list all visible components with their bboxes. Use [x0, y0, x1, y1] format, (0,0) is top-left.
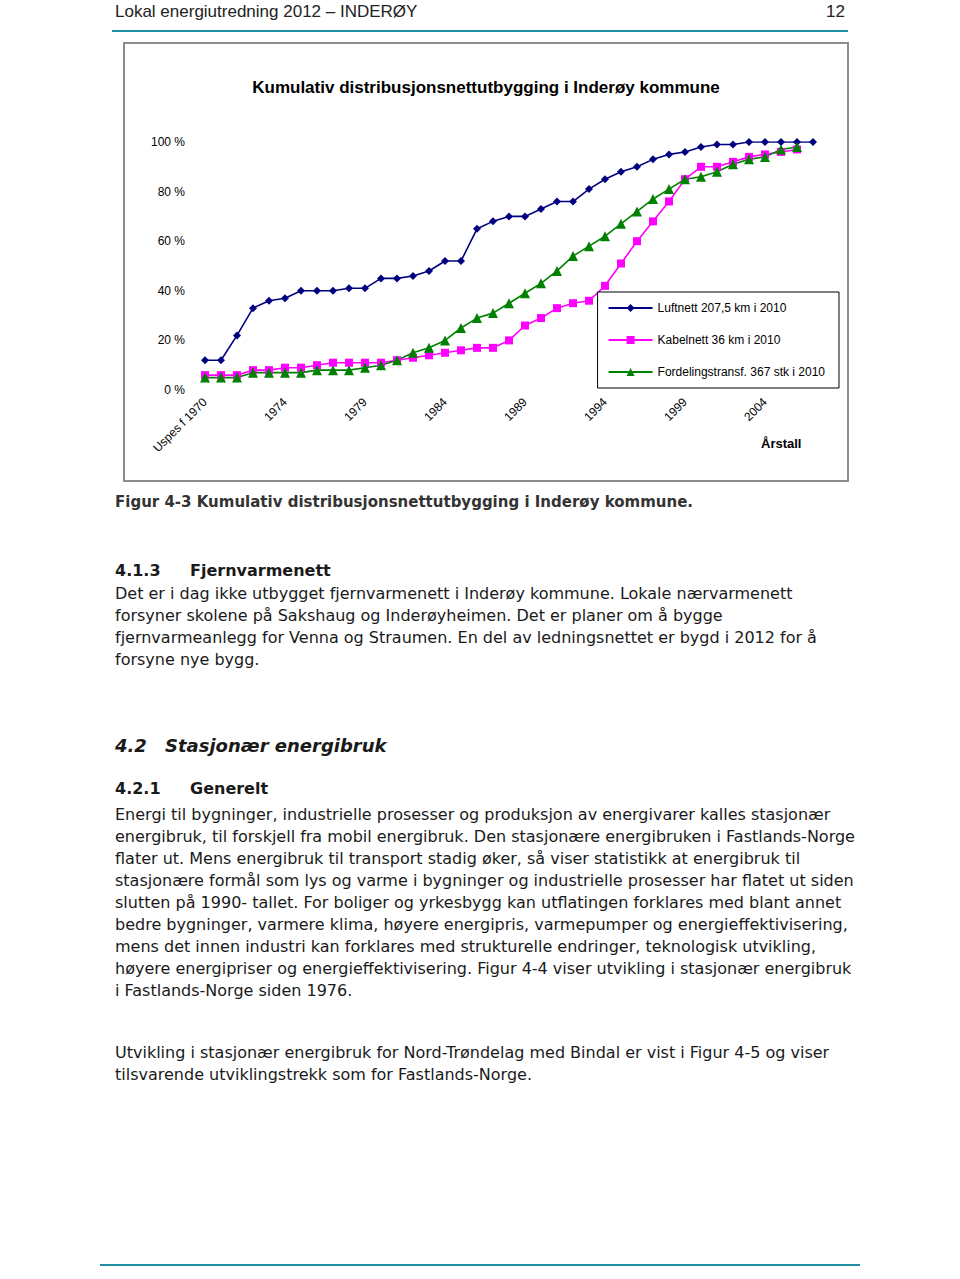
svg-text:100 %: 100 % — [151, 135, 185, 149]
html-text:Energi til bygninger, industri: Energi til bygninger, industrielle prose… — [115, 805, 855, 1000]
html-text:4.2.1: 4.2.1 — [115, 779, 161, 798]
svg-text:Kabelnett 36 km i 2010: Kabelnett 36 km i 2010 — [658, 333, 781, 347]
svg-text:2004: 2004 — [741, 395, 770, 424]
svg-text:1984: 1984 — [421, 395, 450, 424]
svg-text:80 %: 80 % — [158, 185, 186, 199]
svg-text:1979: 1979 — [341, 395, 370, 424]
html-text:Stasjonær energibruk: Stasjonær energibruk — [165, 735, 387, 756]
html-text:Utvikling i stasjonær energibr: Utvikling i stasjonær energibruk for Nor… — [115, 1043, 830, 1084]
svg-text:Årstall: Årstall — [761, 436, 801, 451]
html-text:4.2: 4.2 — [115, 735, 147, 756]
svg-text:Luftnett 207,5 km i 2010: Luftnett 207,5 km i 2010 — [658, 301, 787, 315]
html-text:Det er i dag ikke utbygget fje: Det er i dag ikke utbygget fjernvarmenet… — [115, 584, 817, 669]
svg-text:1974: 1974 — [261, 395, 290, 424]
html-text:Lokal energiutredning 2012 – I: Lokal energiutredning 2012 – INDERØY — [115, 2, 418, 21]
html-text:Figur 4-3 Kumulativ distribusj: Figur 4-3 Kumulativ distribusjonsnettutb… — [115, 493, 693, 511]
svg-text:1989: 1989 — [501, 395, 530, 424]
svg-text:1999: 1999 — [661, 395, 690, 424]
svg-text:1994: 1994 — [581, 395, 610, 424]
svg-text:0 %: 0 % — [164, 383, 185, 397]
html-text:Fjernvarmenett: Fjernvarmenett — [190, 561, 331, 580]
svg-text:Fordelingstransf. 367 stk i 20: Fordelingstransf. 367 stk i 2010 — [658, 365, 826, 379]
html-text:4.1.3: 4.1.3 — [115, 561, 161, 580]
svg-text:60 %: 60 % — [158, 234, 186, 248]
svg-text:20 %: 20 % — [158, 333, 186, 347]
html-text:12: 12 — [826, 2, 845, 21]
svg-text:Uspes f 1970: Uspes f 1970 — [150, 395, 210, 455]
html-text:Generelt: Generelt — [190, 779, 269, 798]
svg-text:40 %: 40 % — [158, 284, 186, 298]
svg-text:Kumulativ distribusjonsnettutb: Kumulativ distribusjonsnettutbygging i I… — [252, 78, 720, 97]
